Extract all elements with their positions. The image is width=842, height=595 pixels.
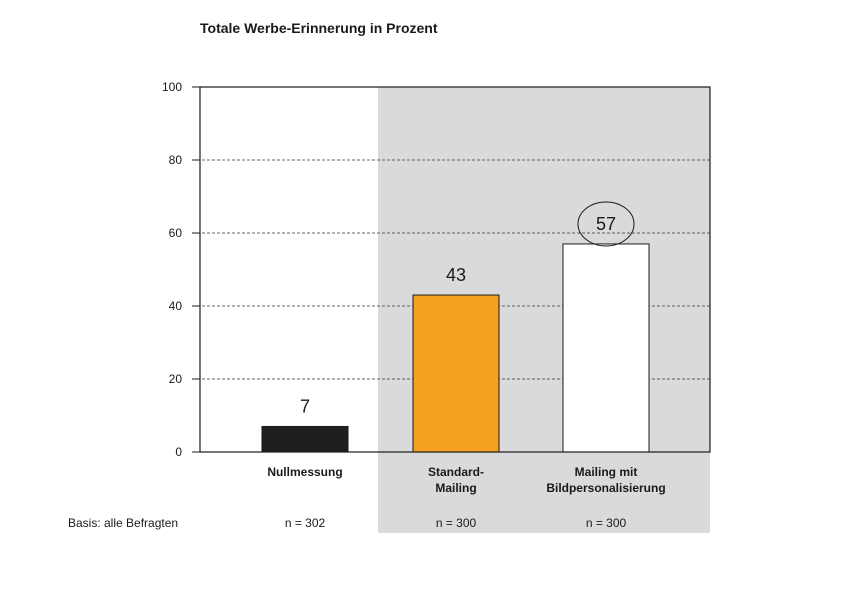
base-value: n = 300: [436, 516, 477, 530]
base-label: Basis: alle Befragten: [68, 516, 178, 530]
y-tick-label: 100: [162, 80, 182, 94]
bar: [562, 243, 650, 453]
base-row: Basis: alle Befragten n = 302 n = 300 n = …: [68, 516, 627, 530]
category-labels: Nullmessung Standard- Mailing Mailing mit Bi…: [267, 465, 665, 495]
value-label: 7: [300, 396, 310, 416]
bars: [261, 243, 650, 453]
y-axis: 0 20 40 60 80 100: [162, 80, 200, 459]
bar: [412, 294, 500, 453]
category-label: Mailing: [435, 481, 476, 495]
y-tick-label: 60: [169, 226, 183, 240]
category-label: Mailing mit: [575, 465, 638, 479]
plot-frame: [199, 86, 711, 453]
category-label: Standard-: [428, 465, 484, 479]
base-value: n = 300: [586, 516, 627, 530]
bar: [261, 425, 349, 453]
value-highlight-circle: [577, 201, 635, 247]
category-label: Bildpersonalisierung: [546, 481, 665, 495]
category-label: Nullmessung: [267, 465, 342, 479]
value-label: 57: [596, 214, 616, 234]
chart-title: Totale Werbe-Erinnerung in Prozent: [200, 20, 438, 36]
value-label: 43: [446, 265, 466, 285]
base-value: n = 302: [285, 516, 326, 530]
y-tick-label: 40: [169, 299, 183, 313]
y-tick-label: 0: [175, 445, 182, 459]
value-labels: 7 43 57: [300, 201, 635, 416]
y-tick-label: 20: [169, 372, 183, 386]
y-tick-label: 80: [169, 153, 183, 167]
